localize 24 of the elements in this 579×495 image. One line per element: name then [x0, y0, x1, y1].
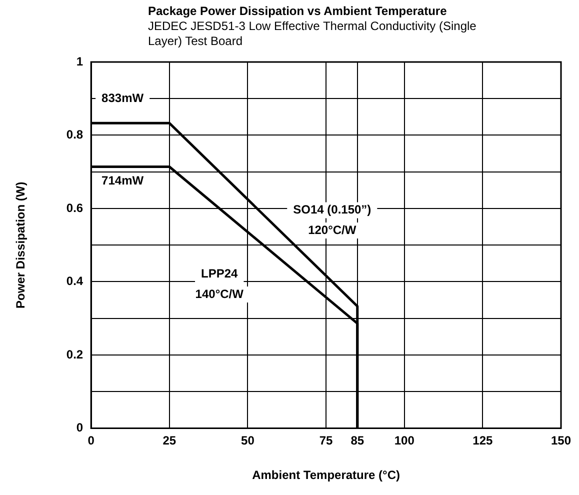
annotation: 120°C/W [308, 222, 357, 237]
x-tick-label: 25 [162, 434, 176, 448]
annotation: 833mW [102, 90, 144, 105]
x-tick-label: 100 [394, 434, 415, 448]
x-tick-label: 0 [88, 434, 95, 448]
x-tick-label: 50 [241, 434, 255, 448]
chart-subtitle: JEDEC JESD51-3 Low Effective Thermal Conductivity (Single Layer) Test Board [148, 19, 478, 49]
x-tick-label: 85 [350, 434, 364, 448]
y-tick-label: 0.2 [66, 347, 84, 362]
y-tick-label: 0.8 [66, 128, 84, 142]
y-tick-label: 0 [76, 420, 84, 435]
x-tick-label: 75 [319, 434, 334, 448]
x-tick-label: 125 [472, 434, 494, 448]
y-axis-title: Power Dissipation (W) [14, 182, 28, 308]
annotation: LPP24 [201, 266, 238, 281]
x-tick-label: 150 [550, 434, 572, 448]
y-tick-label: 0.6 [66, 200, 84, 215]
annotation: SO14 (0.150”) [293, 202, 372, 217]
annotation: 140°C/W [195, 286, 244, 301]
annotation: 714mW [102, 173, 144, 188]
y-tick-label: 1 [76, 54, 84, 68]
x-axis-title: Ambient Temperature (°C) [252, 468, 400, 482]
y-tick-label: 0.4 [66, 274, 84, 288]
chart-title: Package Power Dissipation vs Ambient Temperature [148, 4, 447, 18]
